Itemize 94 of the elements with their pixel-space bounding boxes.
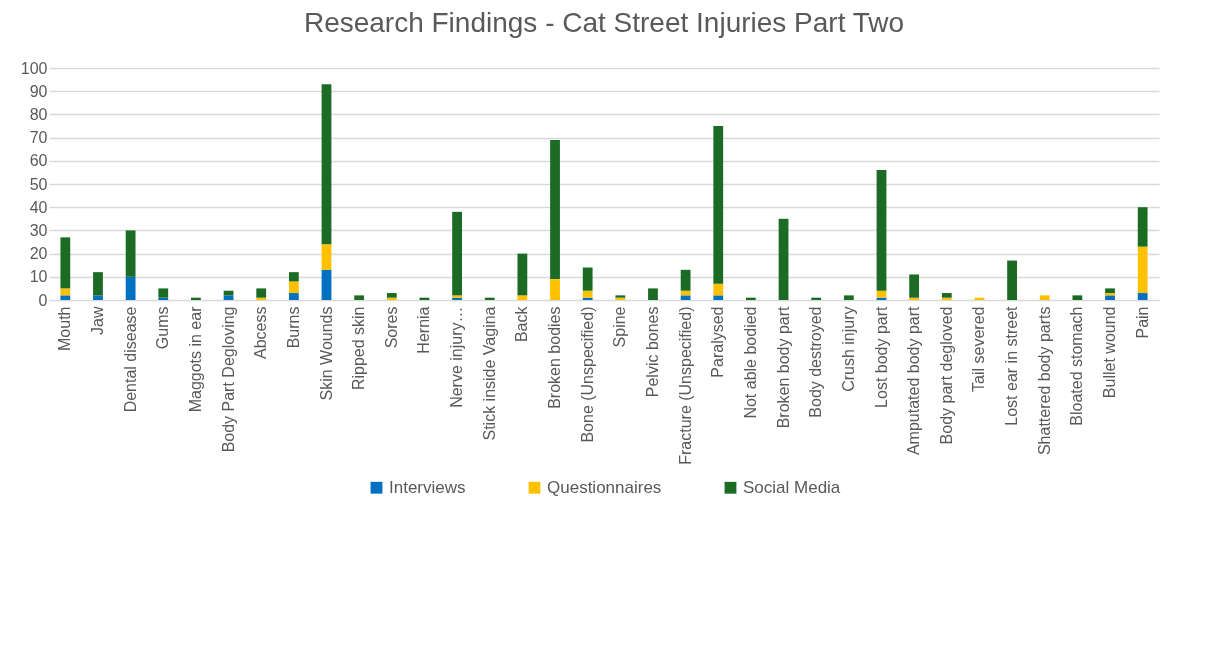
bar <box>550 139 560 280</box>
y-tick-label: 40 <box>29 198 48 216</box>
x-tick-label: Lost ear in street <box>1003 305 1021 426</box>
y-tick-label: 10 <box>29 268 48 286</box>
x-tick-label: Broken bodies <box>546 306 564 409</box>
y-tick-label: 80 <box>29 105 48 123</box>
x-tick-label: Abcess <box>252 306 270 359</box>
bar <box>321 244 332 270</box>
y-tick-label: 90 <box>29 82 48 100</box>
bar <box>321 269 332 300</box>
bar <box>909 274 920 298</box>
x-tick-label: Body Part Degloving <box>219 306 237 453</box>
x-tick-label: Nerve injury… <box>448 306 466 408</box>
x-tick-label: Ripped skin <box>350 306 368 391</box>
x-tick-label: Broken body part <box>774 305 792 429</box>
x-tick-label: Dental disease <box>121 306 139 413</box>
bar <box>713 283 724 296</box>
bar <box>680 295 691 300</box>
x-tick-label: Bullet wound <box>1101 306 1119 399</box>
bar <box>582 267 593 291</box>
x-tick-label: Body destroyed <box>807 306 825 418</box>
x-tick-label: Skin Wounds <box>317 306 335 401</box>
x-tick-label: Burns <box>284 306 302 349</box>
bar <box>550 279 560 300</box>
x-tick-label: Body part degloved <box>937 306 955 445</box>
x-tick-label: Tail severed <box>970 306 988 392</box>
x-tick-label: Spine <box>611 306 629 348</box>
x-tick-label: Pain <box>1133 306 1151 339</box>
x-tick-label: Hernia <box>415 306 433 354</box>
bar <box>713 126 724 284</box>
bar <box>288 281 299 294</box>
bar <box>1137 246 1148 294</box>
y-tick-label: 60 <box>29 152 48 170</box>
bar <box>843 295 854 300</box>
bar <box>582 290 593 298</box>
x-tick-label: Gums <box>154 306 172 350</box>
bar <box>680 269 691 291</box>
bar <box>1105 295 1115 300</box>
bar <box>256 288 267 298</box>
chart-title: Research Findings - Cat Street Injuries Part Two <box>303 7 905 38</box>
y-tick-label: 100 <box>20 59 48 77</box>
bar <box>648 288 658 300</box>
x-tick-label: Bone (Unspecified) <box>578 306 596 443</box>
bar <box>876 170 887 291</box>
bar <box>60 237 71 289</box>
x-tick-label: Paralysed <box>709 306 727 378</box>
bar <box>452 211 462 296</box>
y-tick-label: 0 <box>38 291 48 309</box>
bar <box>93 295 103 300</box>
bar <box>158 288 169 298</box>
x-tick-label: Jaw <box>88 306 106 335</box>
legend-label: Interviews <box>389 477 466 497</box>
bar <box>1039 295 1050 300</box>
bar <box>223 295 234 300</box>
bar <box>1137 207 1148 247</box>
bar <box>876 290 887 298</box>
bar <box>778 218 789 300</box>
bar <box>941 293 952 298</box>
bar <box>125 230 136 277</box>
bar <box>288 293 299 300</box>
bar <box>1072 295 1083 300</box>
bar <box>60 288 71 296</box>
bar <box>517 295 528 300</box>
bar <box>1137 293 1148 300</box>
bar <box>354 295 365 300</box>
bar <box>125 276 136 300</box>
bar <box>713 295 724 300</box>
y-tick-label: 30 <box>29 221 48 239</box>
x-tick-label: Not able bodied <box>741 306 759 419</box>
y-tick-label: 50 <box>29 175 48 193</box>
x-tick-label: Lost body part <box>872 305 890 408</box>
bar <box>93 272 103 296</box>
legend-label: Social Media <box>743 477 841 497</box>
bar <box>288 272 299 282</box>
x-tick-label: Bloated stomach <box>1068 306 1086 426</box>
bar <box>386 293 397 298</box>
bar <box>321 84 332 245</box>
x-tick-label: Shattered body parts <box>1035 306 1053 456</box>
bar <box>1007 260 1017 300</box>
bar <box>60 295 71 300</box>
x-tick-label: Crush injury <box>839 306 857 392</box>
bar <box>1105 288 1115 294</box>
x-tick-label: Maggots in ear <box>186 305 204 413</box>
x-tick-label: Sores <box>382 306 400 349</box>
y-tick-label: 70 <box>29 129 48 147</box>
x-tick-label: Fracture (Unspecified) <box>676 306 694 465</box>
bar <box>517 253 528 296</box>
x-tick-label: Back <box>513 305 531 343</box>
x-tick-label: Mouth <box>56 306 74 351</box>
x-tick-label: Pelvic bones <box>643 306 661 398</box>
x-tick-label: Amputated body part <box>905 305 923 456</box>
legend-label: Questionnaires <box>547 477 662 497</box>
y-tick-label: 20 <box>29 245 48 263</box>
x-tick-label: Stick inside Vagina <box>480 306 498 441</box>
